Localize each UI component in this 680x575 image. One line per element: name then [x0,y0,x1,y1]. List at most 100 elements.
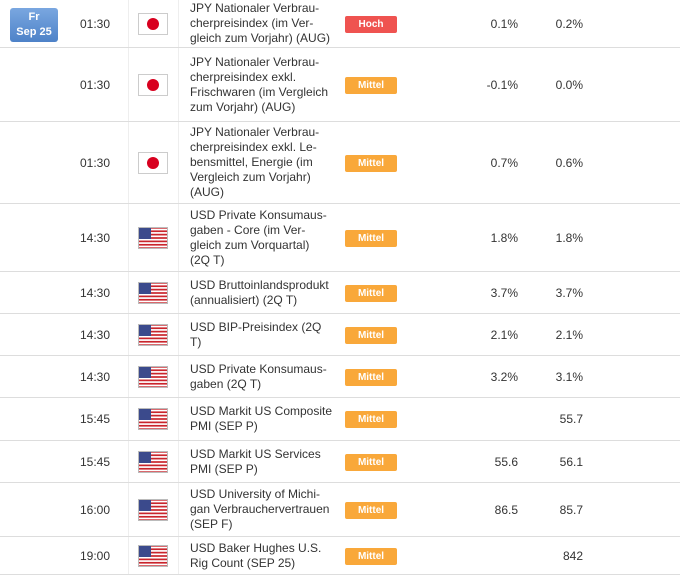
column-separator [128,272,129,313]
event-line: USD Markit US Composite [190,404,333,418]
flag-jp [138,12,168,35]
previous: 0.2% [555,16,583,31]
event-line: zum Vorjahr) (AUG) [190,99,296,114]
column-separator [178,398,179,440]
flag-cell [128,204,178,271]
importance-badge: Mittel [345,76,397,94]
importance-badge: Mittel [345,154,397,172]
forecast: 86.5 [494,502,518,517]
event-line: (2Q T) [190,252,225,267]
column-separator [128,356,129,397]
time: 14:30 [79,230,111,245]
event-line: gleich zum Vorjahr) (AUG) [190,31,331,45]
event-line: USD Bruttoinlandsprodukt [190,277,329,292]
column-separator [128,48,129,121]
event-line: JPY Nationaler Verbrau- [190,125,320,139]
date-box: Fr Sep 25 [10,8,58,42]
forecast: 55.6 [494,454,518,469]
event-line: gaben - Core (im Ver- [190,222,306,237]
event: USD University of Michi-gan Verbraucherv… [190,487,329,532]
event-line: USD Markit US Services [190,446,321,461]
event-cell: USD Private Konsumaus-gaben (2Q T) [190,356,340,397]
column-separator [178,314,179,355]
event-line: USD Baker Hughes U.S. [190,540,322,555]
column-separator [128,122,129,203]
time: 19:00 [79,548,111,563]
column-separator [128,398,129,440]
calendar-row: 14:30 USD Private Konsumaus-gaben (2Q T) M… [0,356,680,398]
column-separator [178,272,179,313]
flag-cell [128,537,178,574]
previous: 0.0% [555,77,583,92]
flag-jp [138,73,168,96]
previous: 3.7% [555,285,583,300]
event-line: PMI (SEP P) [190,419,258,433]
event-line: cherpreisindex exkl. Le- [190,140,317,154]
event-line: (AUG) [190,185,224,199]
event-line: Frischwaren (im Vergleich [190,84,329,99]
date: Sep 25 [16,26,52,38]
calendar-row: 14:30 USD Private Konsumaus-gaben - Core … [0,204,680,272]
importance-badge: Mittel [345,284,397,302]
forecast: 1.8% [490,230,518,245]
event-line: gan Verbrauchervertrauen [190,502,330,516]
importance-badge: Mittel [345,501,397,519]
event: USD Private Konsumaus-gaben - Core (im V… [190,208,327,268]
event-cell: USD Bruttoinlandsprodukt (annualisiert) (… [190,272,340,313]
importance-badge: Mittel [345,368,397,386]
event-cell: JPY Nationaler Verbrau-cherpreisindex ex… [190,48,340,121]
event-line: JPY Nationaler Verbrau- [190,54,320,69]
event-line: bensmittel, Energie (im [190,155,313,169]
event-line: cherpreisindex exkl. [190,69,297,84]
event-line: USD Private Konsumaus- [190,361,327,376]
flag-us [138,498,168,521]
calendar-row: 16:00 USD University of Michi-gan Verbrau… [0,483,680,537]
event-cell: USD Baker Hughes U.S. Rig Count (SEP 25) [190,537,340,574]
event-cell: USD Markit US Composite PMI (SEP P) [190,398,340,440]
forecast: 0.1% [490,16,518,31]
calendar-row: 15:45 USD Markit US Composite PMI (SEP P) M… [0,398,680,441]
previous: 1.8% [555,230,583,245]
event: USD Private Konsumaus-gaben (2Q T) [190,362,327,392]
flag-us [138,365,168,388]
event: JPY Nationaler Verbrau-cherpreisindex ex… [190,55,328,115]
flag-us [138,226,168,249]
calendar-row: 15:45 USD Markit US Services PMI (SEP P) Mi… [0,441,680,483]
previous: 842 [562,548,583,563]
flag-jp [138,151,168,174]
flag-cell [128,398,178,440]
flag-cell [128,48,178,121]
column-separator [128,483,129,536]
previous: 85.7 [559,502,583,517]
forecast: -0.1% [486,77,518,92]
event-cell: USD Markit US Services PMI (SEP P) [190,441,340,482]
flag-cell [128,0,178,47]
time: 16:00 [79,502,111,517]
calendar-row: 14:30 USD Bruttoinlandsprodukt (annualisie… [0,272,680,314]
flag-cell [128,441,178,482]
event-line: cherpreisindex (im Ver- [190,16,314,30]
column-separator [128,314,129,355]
calendar-row: 01:30 JPY Nationaler Verbrau-cherpreisind… [0,122,680,204]
time: 14:30 [79,327,111,342]
previous: 2.1% [555,327,583,342]
forecast: 0.7% [490,155,518,170]
event-line: PMI (SEP P) [190,461,258,476]
column-separator [128,441,129,482]
time: 14:30 [79,369,111,384]
importance-badge: Mittel [345,326,397,344]
column-separator [178,48,179,121]
event-line: USD BIP-Preisindex (2Q [190,319,322,334]
forecast: 3.2% [490,369,518,384]
calendar-row: 01:30 JPY Nationaler Verbrau-cherpreisind… [0,0,680,48]
flag-cell [128,356,178,397]
day: Fr [28,11,40,23]
previous: 55.7 [559,412,583,426]
event: USD Markit US Composite PMI (SEP P) [190,404,332,434]
flag-cell [128,483,178,536]
importance-badge: Mittel [345,411,397,428]
forecast: 3.7% [490,285,518,300]
flag-us [138,408,168,430]
event-cell: JPY Nationaler Verbrau-cherpreisindex ex… [190,122,340,203]
